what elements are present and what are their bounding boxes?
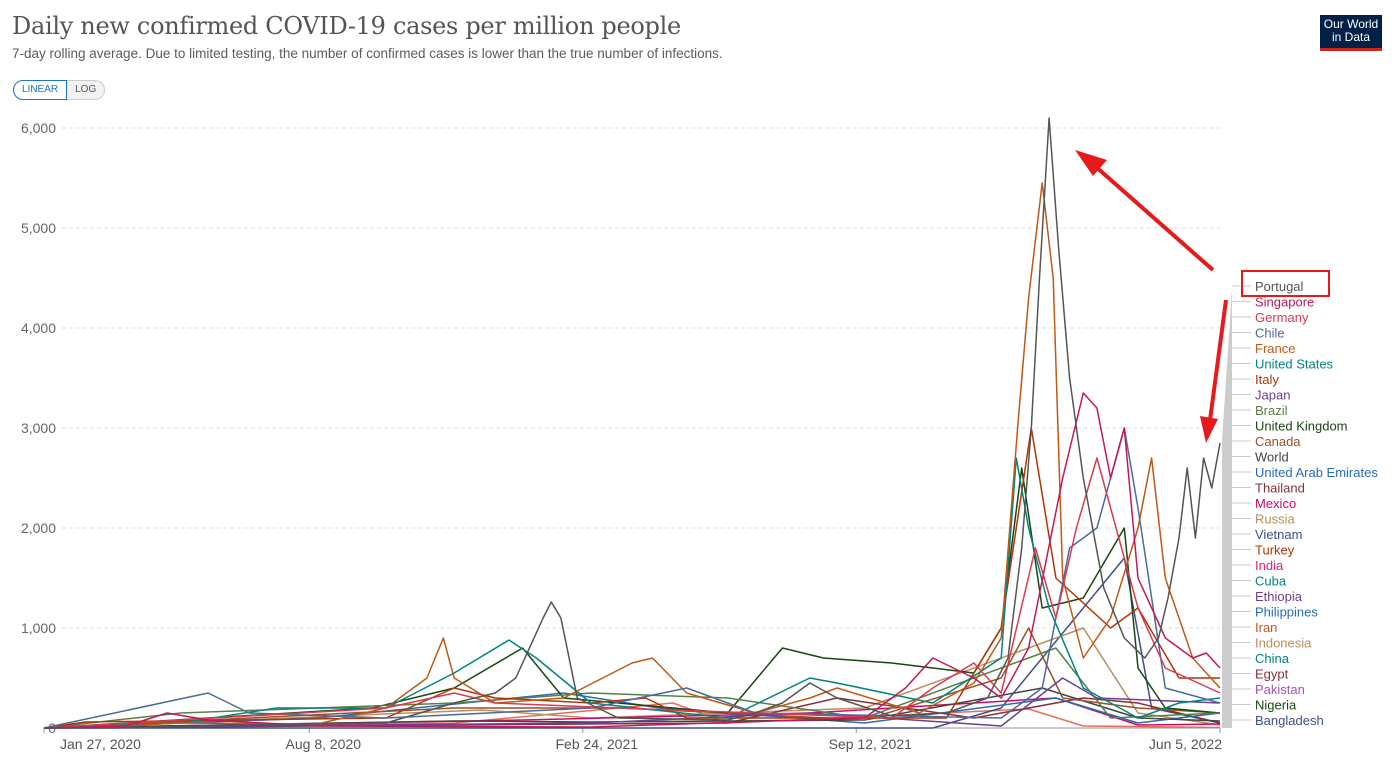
- legend-item-brazil[interactable]: Brazil: [1255, 403, 1288, 418]
- series-line-united-states: [43, 457, 1221, 729]
- chart-title: Daily new confirmed COVID-19 cases per m…: [12, 12, 681, 40]
- series-line-chile: [43, 427, 1221, 729]
- legend-item-italy[interactable]: Italy: [1255, 372, 1279, 387]
- owid-logo[interactable]: Our World in Data: [1320, 15, 1382, 51]
- legend-item-united-arab-emirates[interactable]: United Arab Emirates: [1255, 465, 1378, 480]
- y-tick-label: 2,000: [21, 520, 56, 536]
- scale-toggle: LINEAR LOG: [13, 80, 106, 100]
- y-tick-label: 3,000: [21, 420, 56, 436]
- linear-button[interactable]: LINEAR: [13, 80, 68, 100]
- legend-item-germany[interactable]: Germany: [1255, 310, 1309, 325]
- series-line-germany: [43, 457, 1221, 729]
- series-line-russia: [43, 627, 1221, 729]
- legend-item-cuba[interactable]: Cuba: [1255, 574, 1287, 589]
- legend-item-mexico[interactable]: Mexico: [1255, 496, 1296, 511]
- x-tick-label: Jun 5, 2022: [1149, 736, 1222, 752]
- arrow-head: [1200, 416, 1218, 443]
- series-line-singapore: [43, 392, 1221, 729]
- legend-item-philippines[interactable]: Philippines: [1255, 605, 1318, 620]
- legend-item-united-states[interactable]: United States: [1255, 357, 1334, 372]
- series-line-france: [43, 182, 1221, 729]
- legend-item-france[interactable]: France: [1255, 341, 1295, 356]
- x-tick-label: Feb 24, 2021: [556, 736, 639, 752]
- x-tick-label: Jan 27, 2020: [60, 736, 141, 752]
- log-button[interactable]: LOG: [67, 80, 106, 100]
- chart-subtitle: 7-day rolling average. Due to limited te…: [12, 46, 723, 61]
- series-line-japan: [43, 677, 1221, 729]
- x-tick-label: Aug 8, 2020: [286, 736, 362, 752]
- legend-item-portugal[interactable]: Portugal: [1255, 279, 1304, 294]
- highlight-box: [1241, 270, 1330, 297]
- y-tick-label: 4,000: [21, 320, 56, 336]
- legend-item-turkey[interactable]: Turkey: [1255, 543, 1295, 558]
- legend-item-iran[interactable]: Iran: [1255, 620, 1277, 635]
- series-line-canada: [43, 627, 1221, 729]
- legend-item-ethiopia[interactable]: Ethiopia: [1255, 589, 1303, 604]
- legend-item-world[interactable]: World: [1255, 450, 1289, 465]
- legend-item-thailand[interactable]: Thailand: [1255, 481, 1305, 496]
- series-line-portugal: [44, 117, 1221, 729]
- legend-item-egypt[interactable]: Egypt: [1255, 667, 1289, 682]
- legend-item-china[interactable]: China: [1255, 651, 1290, 666]
- legend-connector-bundle: [1222, 290, 1232, 728]
- y-tick-label: 1,000: [21, 620, 56, 636]
- legend-item-indonesia[interactable]: Indonesia: [1255, 636, 1312, 651]
- legend-item-india[interactable]: India: [1255, 558, 1284, 573]
- y-tick-label: 6,000: [21, 120, 56, 136]
- logo-text: Our World in Data: [1323, 17, 1379, 44]
- legend-item-pakistan[interactable]: Pakistan: [1255, 682, 1305, 697]
- legend-item-canada[interactable]: Canada: [1255, 434, 1301, 449]
- legend-item-singapore[interactable]: Singapore: [1255, 295, 1314, 310]
- arrow-head: [1075, 150, 1107, 176]
- legend-item-japan[interactable]: Japan: [1255, 388, 1290, 403]
- arrow-shaft: [1208, 299, 1228, 421]
- legend-item-vietnam[interactable]: Vietnam: [1255, 527, 1302, 542]
- legend-item-russia[interactable]: Russia: [1255, 512, 1296, 527]
- legend-item-nigeria[interactable]: Nigeria: [1255, 698, 1297, 713]
- legend-item-chile[interactable]: Chile: [1255, 326, 1285, 341]
- legend-item-united-kingdom[interactable]: United Kingdom: [1255, 419, 1348, 434]
- y-tick-label: 5,000: [21, 220, 56, 236]
- series-line-vietnam: [44, 557, 1221, 729]
- legend-item-bangladesh[interactable]: Bangladesh: [1255, 713, 1324, 728]
- x-tick-label: Sep 12, 2021: [829, 736, 913, 752]
- series-line-italy: [43, 427, 1220, 729]
- arrow-shaft: [1093, 164, 1215, 272]
- series-line-brazil: [43, 647, 1221, 729]
- series-line-united-kingdom: [43, 467, 1221, 729]
